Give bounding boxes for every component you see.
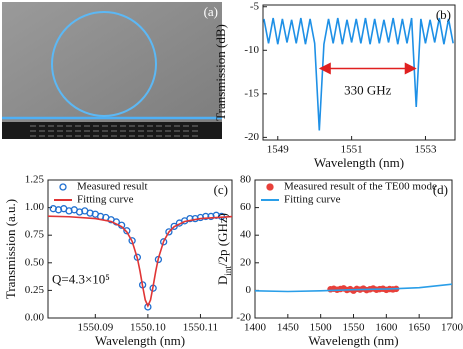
- plot-frame: [262, 4, 456, 141]
- x-tick-label: 1700: [441, 322, 463, 334]
- data-point: [202, 212, 210, 221]
- x-tick-label: 1550.10: [130, 322, 166, 334]
- x-axis-title: Wavelength (nm): [308, 333, 398, 348]
- y-tick-label: -15: [244, 87, 259, 99]
- series-line: [263, 17, 454, 131]
- y-axis-title: Transmission (dB): [213, 24, 228, 121]
- data-point: [165, 228, 173, 236]
- y-tick-label: 60: [240, 201, 252, 213]
- y-tick-label: 0.25: [25, 284, 45, 296]
- plot-frame: [47, 179, 233, 319]
- x-tick-label: 1400: [244, 322, 267, 334]
- x-tick-label: 1553: [414, 144, 437, 156]
- x-tick-label: 1650: [408, 322, 431, 334]
- x-tick-label: 1551: [341, 144, 363, 156]
- x-tick-label: 1550.09: [77, 322, 113, 334]
- x-tick-label: 1450: [277, 322, 300, 334]
- legend-label: Fitting curve: [284, 194, 341, 206]
- y-tick-label: -10: [244, 44, 259, 56]
- y-tick-label: 80: [240, 174, 252, 186]
- y-tick-label: 1.00: [25, 201, 45, 213]
- x-axis-title: Wavelength (nm): [314, 155, 404, 170]
- panel-label: (a): [204, 4, 218, 19]
- y-tick-label: 0: [246, 284, 252, 296]
- y-title-rest: /2p (GHz): [215, 213, 230, 266]
- data-point: [170, 222, 178, 231]
- panel-label: (b): [436, 7, 451, 22]
- y-axis-title: Transmission (a.u.): [3, 199, 18, 299]
- x-axis-title: Wavelength (nm): [95, 333, 185, 348]
- annotation: 330 GHz: [344, 82, 392, 97]
- series-line: [255, 283, 452, 293]
- data-point: [123, 227, 131, 235]
- data-point: [186, 214, 194, 223]
- x-tick-label: 1550.11: [183, 322, 218, 334]
- y-tick-label: -20: [244, 131, 259, 143]
- panel-label: (d): [433, 182, 448, 197]
- legend-label: Measured result: [77, 181, 148, 193]
- x-tick-label: 1550: [343, 322, 366, 334]
- y-tick-label: 0.50: [25, 256, 45, 268]
- panel-label: (c): [214, 182, 228, 197]
- y-title-main: D: [215, 276, 230, 285]
- y-tick-label: 20: [240, 256, 252, 268]
- series-line: [48, 215, 232, 308]
- data-point: [160, 238, 168, 246]
- x-tick-label: 1500: [310, 322, 333, 334]
- x-tick-label: 1549: [267, 144, 290, 156]
- ring: [51, 11, 157, 117]
- y-tick-label: 0.75: [25, 229, 45, 241]
- legend-label: Measured result of the TE00 mode: [284, 181, 437, 193]
- legend-label: Fitting curve: [77, 194, 134, 206]
- y-tick-label: 40: [240, 229, 252, 241]
- y-tick-label: -20: [236, 312, 251, 324]
- y-title-sub: int: [223, 266, 233, 276]
- y-tick-label: -5: [250, 0, 260, 12]
- y-tick-label: 1.25: [25, 174, 45, 186]
- x-tick-label: 1600: [375, 322, 398, 334]
- annotation: Q=4.3×10⁵: [52, 272, 110, 287]
- legend-swatch: [59, 183, 67, 191]
- y-axis-title: Dint/2p (GHz): [215, 213, 233, 285]
- y-tick-label: 0.00: [25, 312, 45, 324]
- legend-swatch: [266, 183, 274, 191]
